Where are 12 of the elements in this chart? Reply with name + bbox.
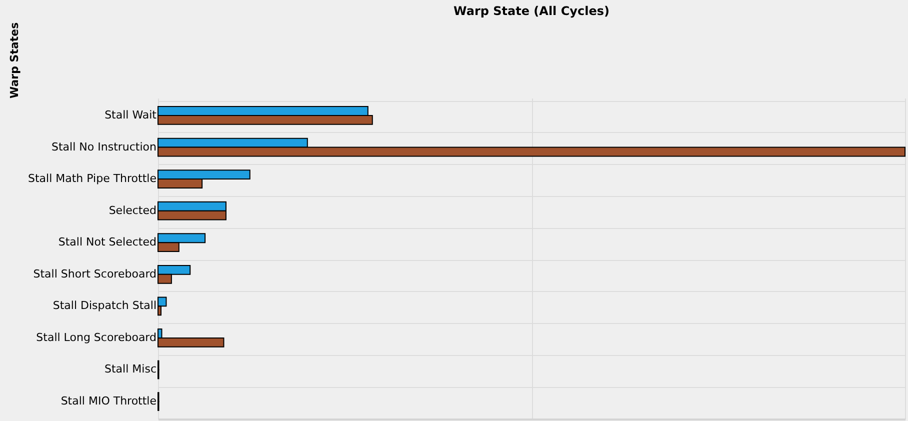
y-tick-label: Stall Not Selected — [58, 236, 156, 249]
y-tick-label: Stall Wait — [104, 108, 158, 122]
y-tick-label: Selected — [108, 204, 156, 217]
y-tick-label: Stall No Instruction — [52, 140, 157, 154]
y-axis-title: Warp States — [8, 22, 21, 98]
y-tick-label: Stall Long Scoreboard — [36, 330, 156, 344]
y-tick-label: Stall Misc — [104, 362, 156, 376]
y-tick-label: Stall Math Pipe Throttle — [28, 172, 157, 186]
y-tick-label: Stall Dispatch Stall — [52, 299, 156, 312]
chart-title: Warp State (All Cycles) — [454, 4, 610, 18]
y-tick-label: Stall MIO Throttle — [60, 394, 157, 408]
y-tick-label: Stall Short Scoreboard — [33, 267, 156, 280]
